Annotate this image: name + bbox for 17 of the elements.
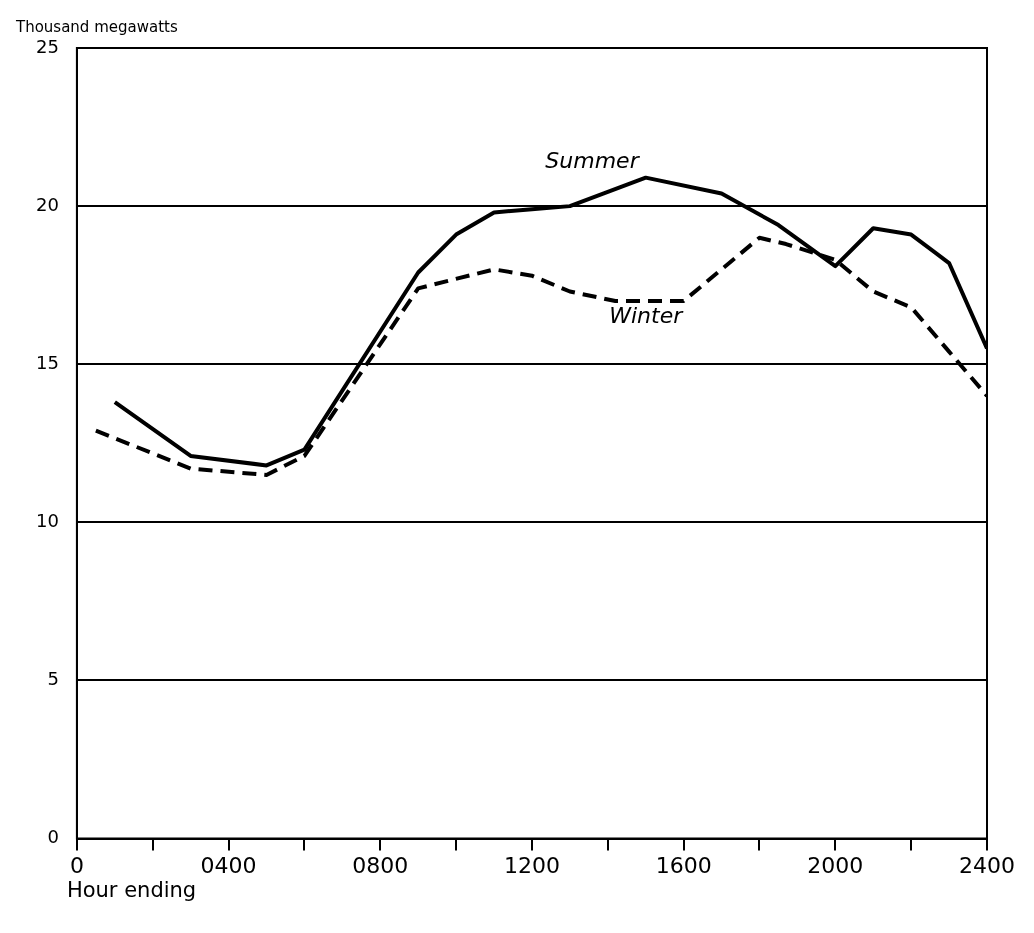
x-tick-label: 1200 — [503, 852, 560, 878]
y-tick-label: 15 — [36, 351, 59, 373]
y-tick-label: 25 — [36, 35, 59, 57]
y-tick-label: 5 — [47, 668, 59, 690]
y-axis-title: Thousand megawatts — [15, 18, 178, 36]
y-tick-label: 10 — [36, 510, 59, 532]
x-tick-label: 0 — [69, 852, 84, 878]
series-label: Winter — [609, 303, 685, 329]
x-tick-label: 2000 — [807, 852, 864, 878]
x-axis-title: Hour ending — [66, 877, 197, 902]
y-tick-label: 20 — [36, 193, 59, 215]
x-tick-label: 0400 — [200, 852, 257, 878]
x-tick-label: 1600 — [655, 852, 712, 878]
x-tick-label: 0800 — [352, 852, 409, 878]
y-tick-label: 0 — [47, 826, 59, 848]
x-tick-label: 2400 — [959, 852, 1016, 878]
series-label: Summer — [545, 148, 641, 174]
